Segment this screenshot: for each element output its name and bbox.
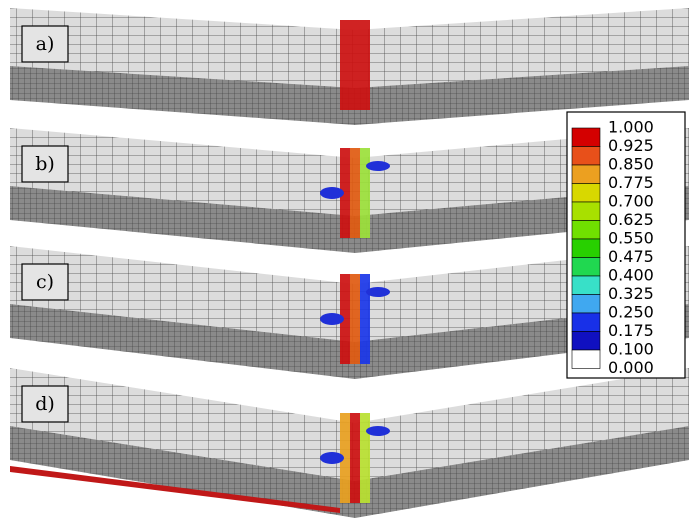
damage-spot	[366, 426, 390, 436]
legend-swatch	[572, 295, 600, 314]
legend-label: 0.475	[608, 247, 654, 266]
panel-label: c)	[36, 271, 54, 293]
panel-label: a)	[36, 33, 55, 55]
damage-spot	[366, 287, 390, 297]
legend-label: 0.775	[608, 173, 654, 192]
panel-label: b)	[35, 153, 55, 175]
legend-swatch	[572, 239, 600, 258]
legend-swatch	[572, 128, 600, 147]
legend: 1.0000.9250.8500.7750.7000.6250.5500.475…	[567, 112, 685, 378]
legend-label: 0.250	[608, 303, 654, 322]
damage-strip	[350, 274, 360, 364]
legend-label: 0.100	[608, 340, 654, 359]
figure: a)b)c)d) 1.0000.9250.8500.7750.7000.6250…	[0, 0, 689, 521]
legend-label: 0.700	[608, 192, 654, 211]
legend-label: 0.000	[608, 358, 654, 377]
legend-label: 0.850	[608, 155, 654, 174]
legend-swatch	[572, 165, 600, 184]
panel: d)	[10, 368, 689, 518]
legend-label: 1.000	[608, 118, 654, 137]
damage-spot	[320, 187, 344, 199]
damage-strip	[360, 148, 370, 238]
legend-swatch	[572, 332, 600, 351]
damage-strip	[360, 413, 370, 503]
damage-spot	[366, 161, 390, 171]
legend-label: 0.625	[608, 210, 654, 229]
damage-strip	[340, 20, 370, 110]
legend-swatch	[572, 202, 600, 221]
damage-spot	[320, 313, 344, 325]
damage-strip	[350, 413, 360, 503]
legend-label: 0.925	[608, 136, 654, 155]
legend-swatch	[572, 184, 600, 203]
legend-swatch	[572, 313, 600, 332]
legend-label: 0.175	[608, 321, 654, 340]
damage-spot	[320, 452, 344, 464]
legend-swatch	[572, 221, 600, 240]
legend-label: 0.550	[608, 229, 654, 248]
legend-swatch	[572, 258, 600, 277]
legend-swatch	[572, 147, 600, 166]
panel: a)	[10, 8, 689, 125]
panel-label: d)	[35, 393, 55, 415]
legend-label: 0.325	[608, 284, 654, 303]
legend-label: 0.400	[608, 266, 654, 285]
damage-strip	[360, 274, 370, 364]
legend-swatch	[572, 276, 600, 295]
legend-swatch	[572, 350, 600, 369]
damage-strip	[350, 148, 360, 238]
